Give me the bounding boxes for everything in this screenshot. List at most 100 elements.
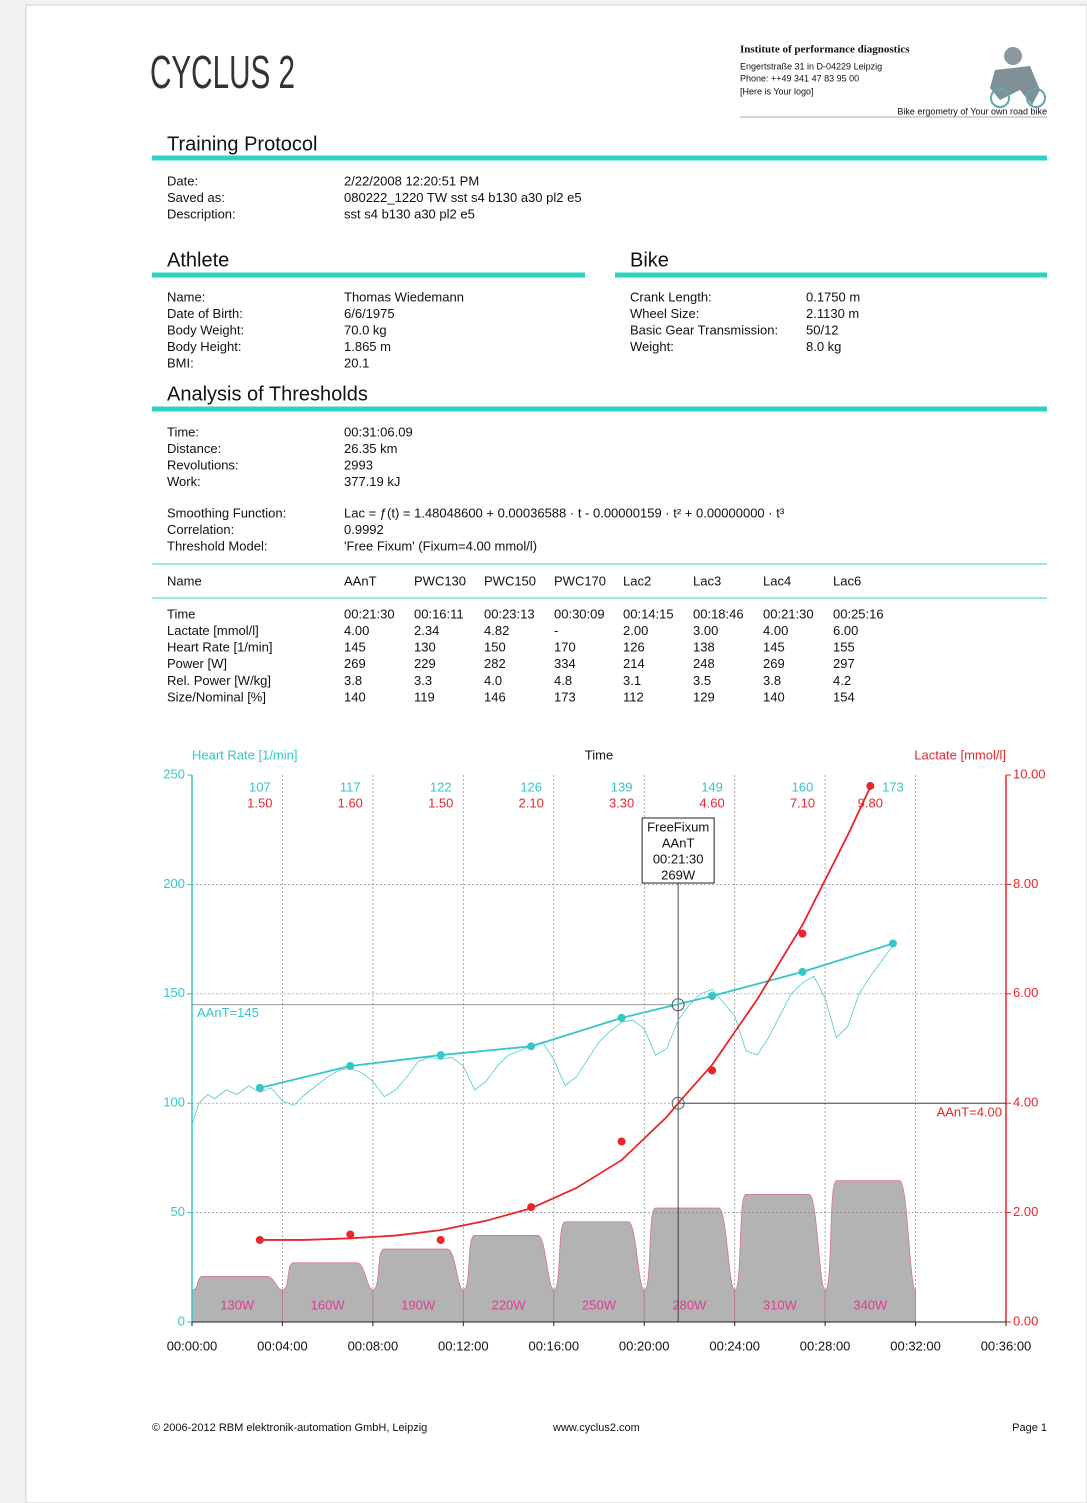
field-label: Description: xyxy=(167,206,236,221)
point-label: 173 xyxy=(882,779,904,794)
point-label: 2.10 xyxy=(519,795,544,810)
table-cell: 229 xyxy=(414,656,436,671)
field-label: Basic Gear Transmission: xyxy=(630,322,778,337)
table-cell: 146 xyxy=(484,689,506,704)
y2-tick-label: 10.00 xyxy=(1013,766,1046,781)
table-cell: 4.2 xyxy=(833,673,851,688)
section-title: Bike xyxy=(630,249,669,271)
y2-tick-label: 8.00 xyxy=(1013,876,1038,891)
y-tick-label: 150 xyxy=(163,985,185,1000)
table-cell: 00:21:30 xyxy=(763,606,814,621)
field-value: 70.0 kg xyxy=(344,322,387,337)
table-cell: 00:14:15 xyxy=(623,606,674,621)
field-label: Name: xyxy=(167,289,205,304)
stage-label: 250W xyxy=(582,1297,617,1312)
table-header: Lac2 xyxy=(623,573,651,588)
logo-placeholder: [Here is Your logo] xyxy=(740,86,814,96)
table-header: Lac6 xyxy=(833,573,861,588)
field-value: 1.865 m xyxy=(344,339,391,354)
table-cell: Power [W] xyxy=(167,656,227,671)
table-cell: 150 xyxy=(484,640,506,655)
field-value: 2993 xyxy=(344,457,373,472)
point-label: 139 xyxy=(611,779,633,794)
field-value: Thomas Wiedemann xyxy=(344,289,464,304)
y2-tick-label: 0.00 xyxy=(1013,1313,1038,1328)
table-cell: 155 xyxy=(833,640,855,655)
table-header: Lac4 xyxy=(763,573,791,588)
field-label: BMI: xyxy=(167,355,194,370)
y2-tick-label: 4.00 xyxy=(1013,1095,1038,1110)
table-cell: 112 xyxy=(623,689,644,704)
table-cell: 130 xyxy=(414,640,436,655)
y2-axis-title: Lactate [mmol/l] xyxy=(914,747,1006,762)
table-cell: 3.3 xyxy=(414,673,432,688)
field-label: Date: xyxy=(167,173,198,188)
point-label: 117 xyxy=(340,779,361,794)
stage-label: 190W xyxy=(401,1297,436,1312)
table-header: PWC150 xyxy=(484,573,536,588)
series-marker xyxy=(437,1236,445,1244)
x-tick-label: 00:24:00 xyxy=(709,1338,760,1353)
table-cell: 00:18:46 xyxy=(693,606,744,621)
table-cell: 6.00 xyxy=(833,623,858,638)
x-tick-label: 00:36:00 xyxy=(981,1338,1032,1353)
table-cell: 4.82 xyxy=(484,623,509,638)
table-cell: 138 xyxy=(693,640,715,655)
field-value: 20.1 xyxy=(344,355,369,370)
field-value: 'Free Fixum' (Fixum=4.00 mmol/l) xyxy=(344,538,537,553)
x-tick-label: 00:08:00 xyxy=(348,1338,399,1353)
field-value: 080222_1220 TW sst s4 b130 a30 pl2 e5 xyxy=(344,190,582,205)
table-cell: 129 xyxy=(693,689,715,704)
series-marker xyxy=(799,968,807,976)
tagline: Bike ergometry of Your own road bike xyxy=(897,106,1047,116)
x-tick-label: 00:28:00 xyxy=(800,1338,851,1353)
x-tick-label: 00:20:00 xyxy=(619,1338,670,1353)
field-label: Wheel Size: xyxy=(630,306,699,321)
stage-label: 280W xyxy=(672,1297,707,1312)
footer-copyright: © 2006-2012 RBM elektronik-automation Gm… xyxy=(152,1422,427,1434)
table-cell: 282 xyxy=(484,656,506,671)
y-tick-label: 250 xyxy=(163,766,185,781)
series-marker xyxy=(889,939,897,947)
field-label: Body Height: xyxy=(167,339,241,354)
threshold-hr-label: AAnT=145 xyxy=(197,1005,259,1020)
threshold-box-text: 269W xyxy=(661,867,696,882)
field-label: Correlation: xyxy=(167,522,234,537)
table-cell: 170 xyxy=(554,640,576,655)
field-value: 50/12 xyxy=(806,322,839,337)
table-cell: 334 xyxy=(554,656,576,671)
series-marker xyxy=(437,1051,445,1059)
table-header: PWC170 xyxy=(554,573,606,588)
y-tick-label: 100 xyxy=(163,1095,185,1110)
y-tick-label: 50 xyxy=(171,1204,185,1219)
field-label: Revolutions: xyxy=(167,457,239,472)
section-title: Athlete xyxy=(167,249,229,271)
field-label: Threshold Model: xyxy=(167,538,267,553)
field-label: Distance: xyxy=(167,441,221,456)
page: CYCLUS 2 Institute of performance diagno… xyxy=(0,0,1087,1503)
power-stage xyxy=(282,1263,372,1322)
field-value: 8.0 kg xyxy=(806,339,841,354)
field-value: 6/6/1975 xyxy=(344,306,395,321)
table-cell: 00:25:16 xyxy=(833,606,884,621)
table-cell: 126 xyxy=(623,640,645,655)
table-cell: 4.8 xyxy=(554,673,572,688)
table-cell: 00:30:09 xyxy=(554,606,605,621)
x-tick-label: 00:04:00 xyxy=(257,1338,308,1353)
point-label: 9.80 xyxy=(858,795,883,810)
table-cell: Rel. Power [W/kg] xyxy=(167,673,271,688)
x-tick-label: 00:32:00 xyxy=(890,1338,941,1353)
x-tick-label: 00:00:00 xyxy=(167,1338,218,1353)
y-tick-label: 0 xyxy=(178,1313,185,1328)
x-tick-label: 00:12:00 xyxy=(438,1338,489,1353)
field-label: Date of Birth: xyxy=(167,306,243,321)
point-label: 1.50 xyxy=(247,795,272,810)
table-cell: 145 xyxy=(344,640,366,655)
field-value: 2.1130 m xyxy=(806,306,859,321)
table-cell: 00:16:11 xyxy=(414,606,464,621)
table-cell: 4.0 xyxy=(484,673,502,688)
point-label: 7.10 xyxy=(790,795,815,810)
field-label: Smoothing Function: xyxy=(167,505,286,520)
point-label: 122 xyxy=(430,779,452,794)
series-marker xyxy=(618,1137,626,1145)
